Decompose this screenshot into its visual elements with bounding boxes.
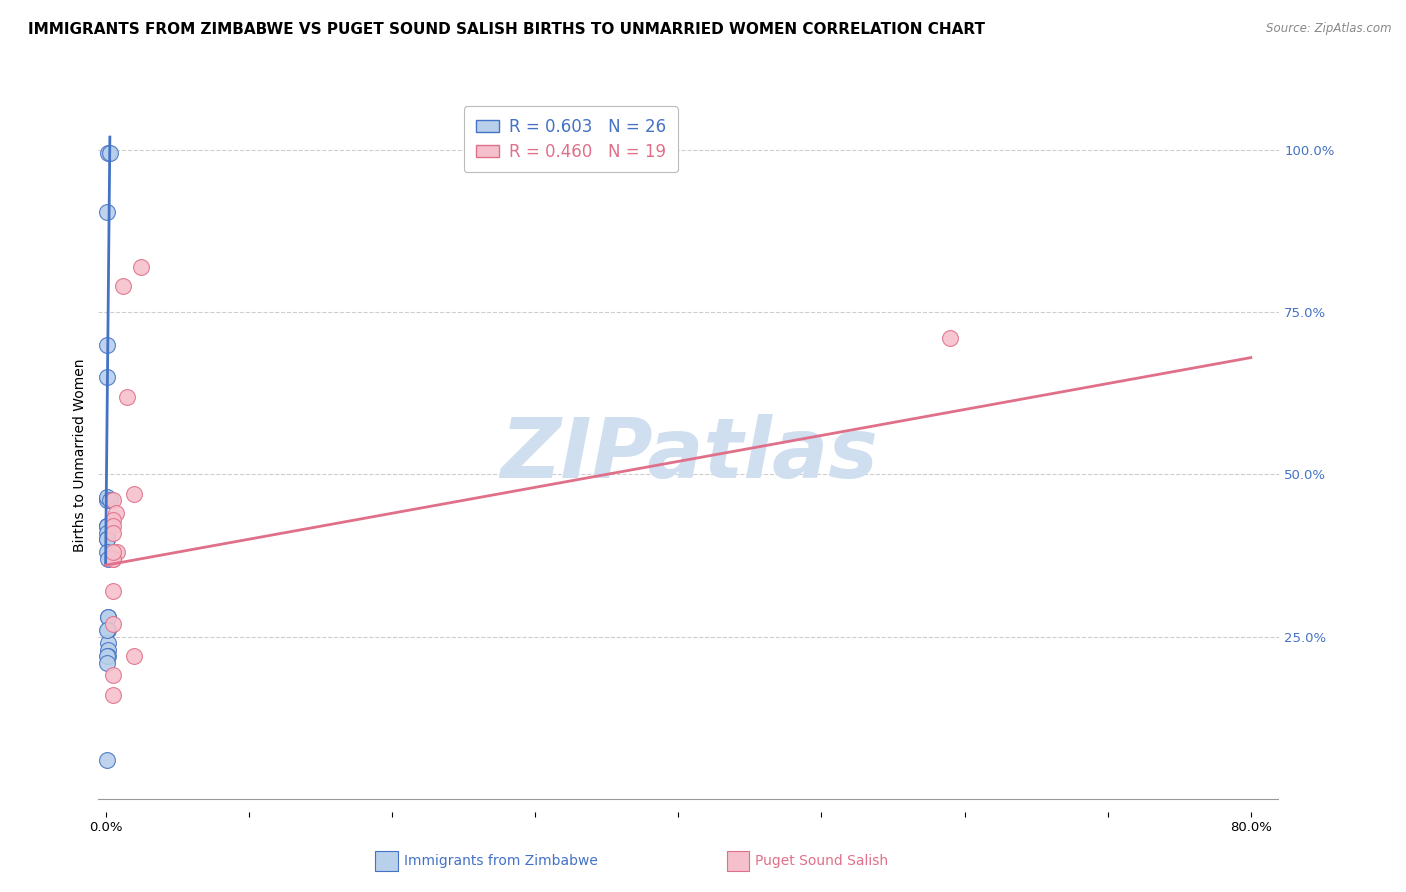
Point [96,519,118,533]
Point [96,753,118,767]
Point [97,623,120,637]
Point [96,533,118,547]
Point [97,642,120,657]
Point [96,490,118,504]
Text: IMMIGRANTS FROM ZIMBABWE VS PUGET SOUND SALISH BIRTHS TO UNMARRIED WOMEN CORRELA: IMMIGRANTS FROM ZIMBABWE VS PUGET SOUND … [28,22,986,37]
Point [97,648,120,663]
Point [96,519,118,533]
Point [105,545,128,559]
Point [96,370,118,384]
Point [101,545,124,559]
Point [101,493,124,508]
Point [97,636,120,650]
Point [939,331,962,345]
Point [96,525,118,540]
Point [115,390,138,404]
Point [97,551,120,566]
Point [96,337,118,351]
Legend: R = 0.603   N = 26, R = 0.460   N = 19: R = 0.603 N = 26, R = 0.460 N = 19 [464,106,678,172]
Text: Puget Sound Salish: Puget Sound Salish [755,854,889,868]
Point [96,533,118,547]
Point [96,545,118,559]
Point [131,260,153,274]
Point [96,648,118,663]
Point [97,146,120,161]
Text: Immigrants from Zimbabwe: Immigrants from Zimbabwe [404,854,598,868]
Point [104,506,127,520]
Point [96,204,118,219]
Point [101,551,124,566]
Point [96,519,118,533]
Point [98,146,121,161]
Point [101,519,124,533]
Point [101,513,124,527]
Point [101,584,124,599]
Point [97,610,120,624]
Point [97,610,120,624]
Point [122,487,145,501]
Point [96,623,118,637]
Point [101,525,124,540]
Point [122,648,145,663]
Point [96,656,118,670]
Point [101,551,124,566]
Point [98,493,121,508]
Point [101,688,124,702]
Y-axis label: Births to Unmarried Women: Births to Unmarried Women [73,359,87,551]
Text: Source: ZipAtlas.com: Source: ZipAtlas.com [1267,22,1392,36]
Point [111,279,134,293]
Point [101,616,124,631]
Point [96,493,118,508]
Point [101,668,124,682]
Text: ZIPatlas: ZIPatlas [501,415,877,495]
